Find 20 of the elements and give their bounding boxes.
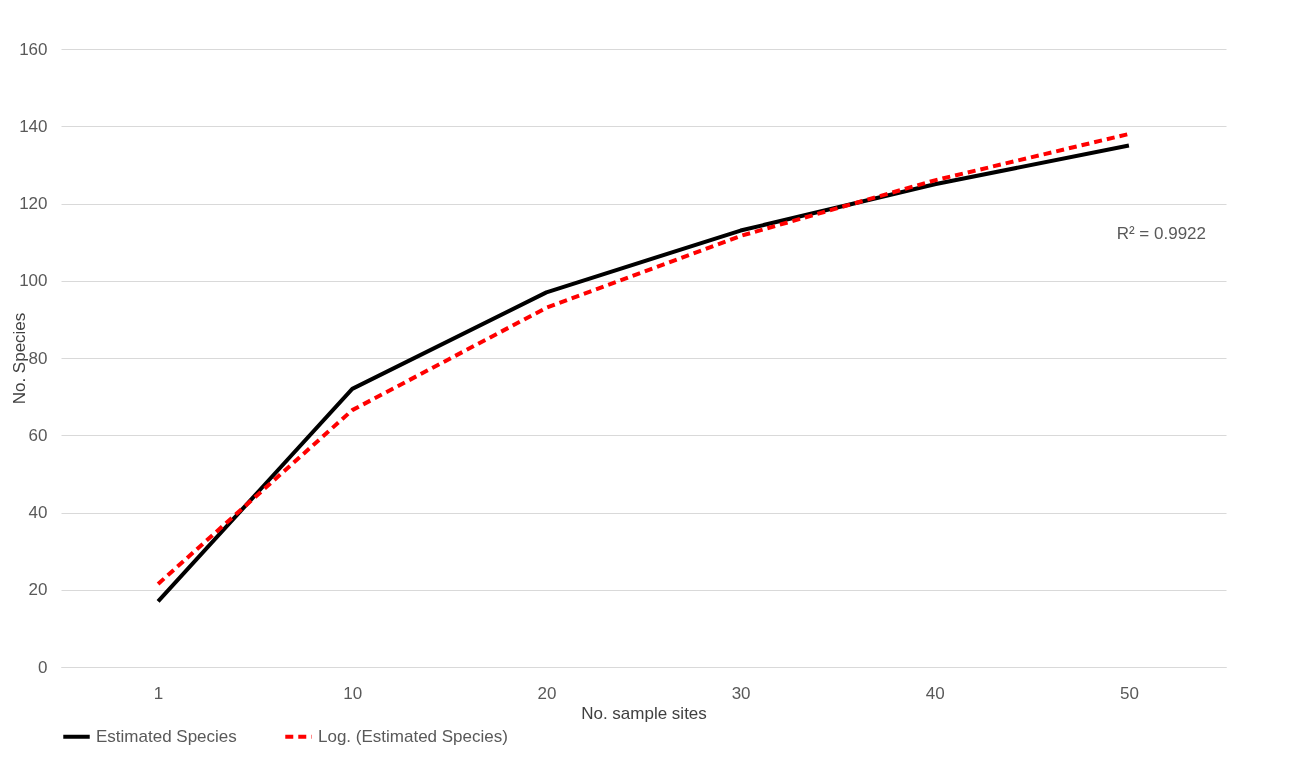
x-tick-label: 50 <box>1119 683 1139 703</box>
x-tick-label: 1 <box>153 683 164 703</box>
y-tick-label: 120 <box>19 194 48 213</box>
y-axis-title: No. Species <box>10 312 30 405</box>
y-tick-label: 40 <box>28 503 48 522</box>
y-tick-label: 140 <box>19 116 48 136</box>
y-tick-label: 20 <box>28 580 48 600</box>
y-tick-label: 60 <box>28 425 48 445</box>
y-tick-label: 160 <box>19 39 48 59</box>
legend-label: Estimated Species <box>96 726 237 746</box>
y-tick-label: 80 <box>28 348 48 368</box>
x-tick-label: 30 <box>731 683 751 703</box>
x-tick-label: 20 <box>537 683 557 703</box>
x-tick-label: 40 <box>925 683 945 703</box>
annotation: R² = 0.9922 <box>1116 224 1206 244</box>
y-tick-label: 100 <box>19 271 48 291</box>
y-tick-label: 0 <box>38 657 48 677</box>
x-tick-label: 10 <box>343 683 363 703</box>
x-axis-title: No. sample sites <box>581 703 707 723</box>
legend-label: Log. (Estimated Species) <box>318 726 508 746</box>
